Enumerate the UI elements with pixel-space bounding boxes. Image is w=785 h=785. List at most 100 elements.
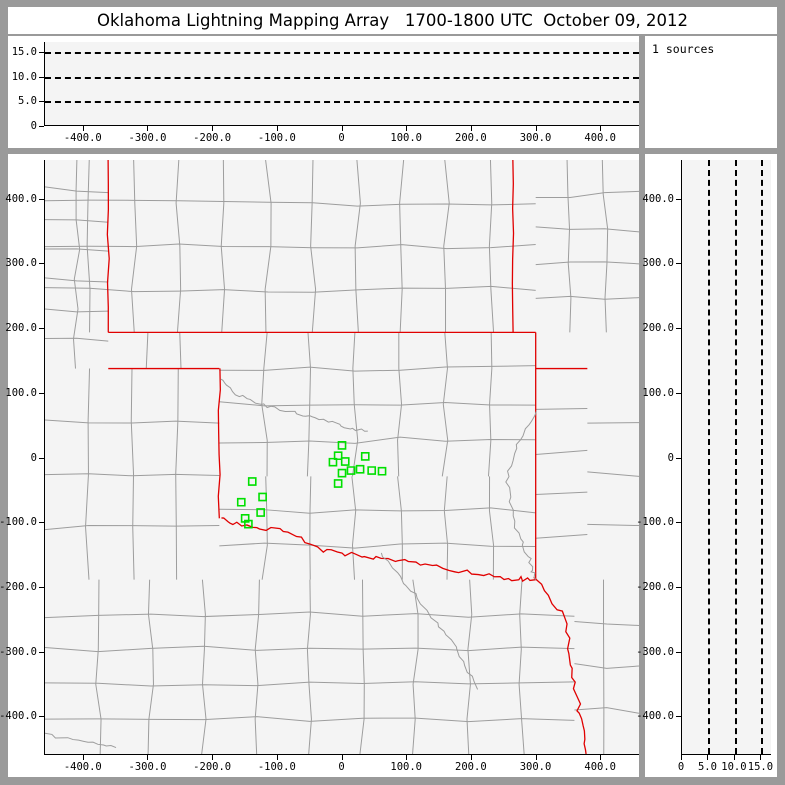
y-tick [39, 76, 44, 78]
lightning-source-marker [257, 509, 264, 516]
lightning-source-marker [368, 467, 375, 474]
x-tick [406, 126, 408, 131]
map-geography [45, 160, 639, 754]
lightning-source-marker [249, 478, 256, 485]
plan-view-map-panel: -400.0 -300.0 -200.0 -100.0 0 100.0 200.0 300.0… [0, 154, 639, 777]
y-tick [676, 328, 681, 330]
county-line [45, 200, 536, 206]
lightning-source-marker [357, 466, 364, 473]
county-line [307, 332, 310, 476]
x-tick-label: 0 [338, 761, 345, 773]
county-line [536, 492, 588, 494]
y-tick-label: 15.0 [11, 45, 37, 58]
county-line [574, 622, 639, 626]
state-border-red-river [221, 518, 535, 581]
county-line [45, 244, 536, 249]
state-border-co-ks [107, 160, 109, 332]
lightning-source-marker [335, 480, 342, 487]
x-tick-label: 15.0 [747, 761, 774, 773]
gridline-vertical [761, 160, 764, 754]
y-tick [39, 198, 44, 200]
gridline-vertical [734, 160, 737, 754]
county-line [355, 160, 360, 332]
county-line [255, 580, 259, 754]
y-tick-label: 0 [667, 451, 674, 464]
altitude-plot-area[interactable] [681, 160, 771, 755]
x-tick-label: 0 [677, 761, 685, 773]
y-tick [676, 392, 681, 394]
y-tick-label: 100.0 [5, 386, 37, 399]
county-line [574, 708, 639, 714]
county-line [45, 249, 108, 251]
county-line [536, 535, 588, 539]
plan-view-plot-area[interactable] [44, 160, 639, 755]
river-trinity [381, 553, 477, 689]
x-tick [470, 755, 472, 760]
y-tick-label: -400.0 [636, 710, 674, 723]
x-tick [82, 755, 84, 760]
x-tick [733, 755, 735, 760]
county-line [519, 580, 524, 754]
time-height-panel: -400.0 -300.0 -200.0 -100.0 0 100.0 200.0 300.0… [8, 36, 639, 148]
lightning-source-marker [378, 468, 385, 475]
county-line [444, 160, 449, 332]
county-line [310, 476, 311, 579]
county-line [488, 332, 491, 476]
title-bar: Oklahoma Lightning Mapping Array 1700-18… [8, 7, 777, 34]
x-tick [600, 755, 602, 760]
x-tick-label: 5.0 [697, 761, 717, 773]
county-line [587, 423, 639, 424]
state-border-tx-ok-west [218, 368, 220, 518]
county-line [360, 580, 364, 754]
county-line [73, 160, 79, 369]
x-tick [707, 755, 709, 760]
county-line [45, 474, 219, 476]
county-line [536, 262, 639, 265]
county-line [467, 580, 472, 754]
y-tick-label: 10.0 [11, 70, 37, 83]
x-tick [535, 126, 537, 131]
x-tick [276, 126, 278, 131]
lightning-source-marker [329, 459, 336, 466]
y-tick-label: 200.0 [642, 322, 674, 335]
y-tick [676, 522, 681, 524]
y-tick-label: -100.0 [636, 516, 674, 529]
county-line [602, 160, 607, 332]
county-line [536, 296, 639, 299]
county-line [444, 476, 447, 579]
x-tick-label: -300.0 [128, 761, 167, 773]
county-line [311, 160, 316, 332]
county-line [219, 508, 535, 513]
gridline-horizontal [45, 101, 639, 104]
county-line [219, 366, 535, 371]
x-tick-label: 0 [338, 132, 345, 144]
county-line [180, 332, 181, 368]
y-tick-label: -300.0 [0, 645, 37, 658]
y-tick-label: 0 [30, 120, 37, 132]
county-line [219, 543, 535, 548]
x-tick-label: -200.0 [193, 761, 232, 773]
y-tick [39, 328, 44, 330]
county-line [202, 580, 206, 754]
county-line [536, 227, 639, 232]
county-line [219, 402, 535, 406]
x-tick-label: 400.0 [584, 132, 616, 144]
y-tick [39, 392, 44, 394]
county-line [574, 664, 639, 669]
state-border-tx-ar-la [534, 577, 586, 754]
x-tick [212, 126, 214, 131]
x-tick [147, 755, 149, 760]
county-line [45, 220, 108, 223]
time-height-plot-area[interactable] [44, 42, 639, 126]
y-tick-label: 400.0 [642, 192, 674, 205]
county-line [536, 450, 588, 454]
county-line [96, 580, 101, 754]
river-arkansas [506, 411, 537, 579]
x-tick-label: -300.0 [128, 132, 167, 144]
x-tick-label: -400.0 [63, 132, 102, 144]
lightning-source-marker [338, 470, 345, 477]
county-line [536, 409, 588, 410]
source-count-panel: 1 sources [645, 36, 777, 148]
county-line [45, 646, 574, 651]
x-tick [341, 126, 343, 131]
